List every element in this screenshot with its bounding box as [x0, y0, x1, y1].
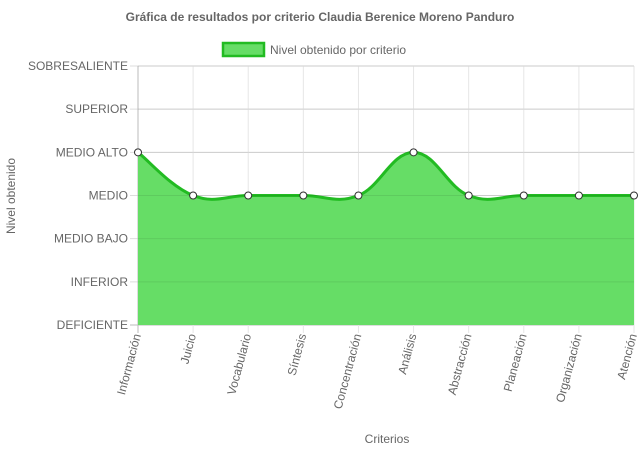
legend[interactable]: Nivel obtenido por criterio: [221, 41, 406, 58]
x-tick-label: Organización: [553, 332, 585, 404]
data-point[interactable]: [134, 148, 142, 157]
data-point[interactable]: [409, 148, 418, 157]
data-point[interactable]: [189, 191, 198, 200]
y-tick-label: MEDIO ALTO: [56, 145, 128, 159]
y-tick-labels: DEFICIENTE INFERIOR MEDIO BAJO MEDIO MEDIO A…: [28, 59, 128, 332]
y-tick-label: SUPERIOR: [65, 102, 128, 116]
x-tick-label: Abstracción: [445, 332, 475, 396]
area-layer: [137, 65, 634, 325]
x-tick-label: Concentración: [331, 332, 365, 410]
x-tick-labels: Información Juicio Vocabulario Síntesis Conc…: [114, 332, 639, 411]
y-tick-label: SOBRESALIENTE: [28, 59, 128, 73]
data-point[interactable]: [299, 191, 308, 200]
x-tick-label: Análisis: [395, 332, 419, 376]
x-tick-label: Atención: [614, 332, 639, 381]
chart-title: Gráfica de resultados por criterio Claud…: [126, 10, 515, 24]
data-point[interactable]: [464, 191, 473, 200]
y-tick-label: INFERIOR: [71, 275, 129, 289]
data-point[interactable]: [574, 191, 583, 200]
y-tick-label: MEDIO BAJO: [54, 232, 128, 246]
x-tick-label: Planeación: [501, 332, 530, 393]
x-tick-label: Vocabulario: [224, 332, 254, 397]
data-point[interactable]: [630, 191, 638, 200]
x-tick-label: Síntesis: [285, 332, 310, 377]
points-layer: [134, 148, 638, 200]
y-tick-label: MEDIO: [89, 189, 128, 203]
x-tick-label: Información: [114, 332, 144, 396]
data-point[interactable]: [354, 191, 363, 200]
data-point[interactable]: [519, 191, 528, 200]
legend-label: Nivel obtenido por criterio: [270, 43, 406, 57]
x-axis-label: Criterios: [365, 432, 410, 446]
x-tick-label: Juicio: [178, 332, 200, 366]
series-line: [137, 150, 634, 201]
y-axis-label: Nivel obtenido: [4, 158, 18, 234]
legend-swatch: [221, 41, 266, 58]
data-point[interactable]: [244, 191, 253, 200]
y-tick-label: DEFICIENTE: [57, 318, 128, 332]
